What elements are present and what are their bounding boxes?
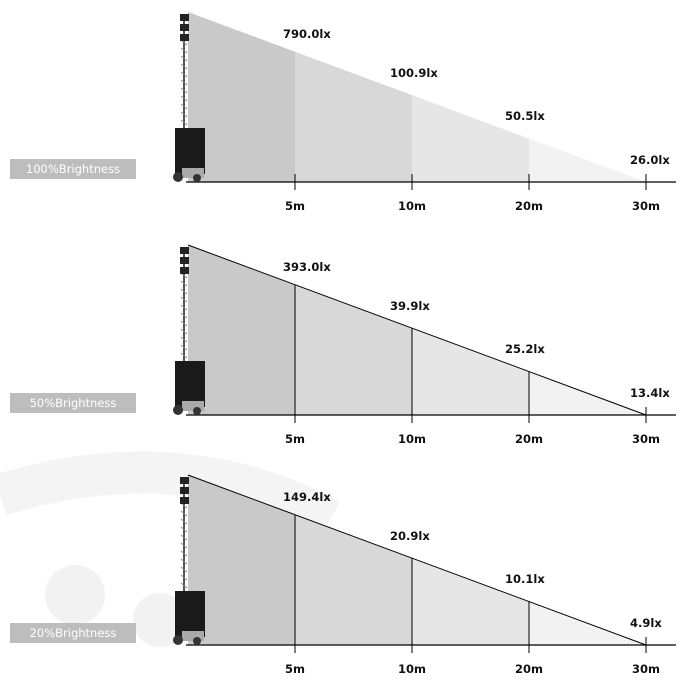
lux-value: 790.0lx bbox=[283, 27, 331, 41]
brightness-label: 20%Brightness bbox=[10, 623, 136, 643]
light-cone-edge bbox=[187, 244, 647, 416]
light-zone-1 bbox=[188, 245, 295, 415]
light-tower-icon bbox=[173, 247, 205, 415]
brightness-label: 100%Brightness bbox=[10, 159, 136, 179]
distance-label: 10m bbox=[398, 199, 426, 213]
distance-label: 10m bbox=[398, 432, 426, 446]
light-zone-3 bbox=[412, 558, 529, 645]
brightness-label: 50%Brightness bbox=[10, 393, 136, 413]
distance-label: 30m bbox=[632, 662, 660, 676]
panel-50: 393.0lx 39.9lx 25.2lx 13.4lx 5m 10m 20m 30m 50%B… bbox=[0, 233, 686, 458]
lux-value: 149.4lx bbox=[283, 490, 331, 504]
lux-value: 50.5lx bbox=[505, 109, 545, 123]
distance-label: 30m bbox=[632, 432, 660, 446]
light-tower-icon bbox=[173, 14, 205, 182]
panel-20: 149.4lx 20.9lx 10.1lx 4.9lx 5m 10m 20m 30m 20%Br… bbox=[0, 463, 686, 688]
distance-label: 20m bbox=[515, 432, 543, 446]
light-zone-3 bbox=[412, 328, 529, 415]
panel-100: 790.0lx 100.9lx 50.5lx 26.0lx 5m 10m 20m 30m 100… bbox=[0, 0, 686, 225]
light-zone-1 bbox=[188, 12, 295, 182]
light-tower-icon bbox=[173, 477, 205, 645]
lux-value: 10.1lx bbox=[505, 572, 545, 586]
distance-label: 5m bbox=[285, 662, 305, 676]
lux-value: 26.0lx bbox=[630, 153, 670, 167]
distance-label: 30m bbox=[632, 199, 660, 213]
lux-value: 393.0lx bbox=[283, 260, 331, 274]
distance-label: 20m bbox=[515, 199, 543, 213]
distance-label: 20m bbox=[515, 662, 543, 676]
distance-label: 10m bbox=[398, 662, 426, 676]
panel-20-svg: 149.4lx 20.9lx 10.1lx 4.9lx 5m 10m 20m 30m bbox=[173, 474, 676, 676]
light-zone-1 bbox=[188, 475, 295, 645]
distance-label: 5m bbox=[285, 432, 305, 446]
background-watermark bbox=[0, 451, 340, 647]
lux-value: 4.9lx bbox=[630, 616, 662, 630]
lux-value: 100.9lx bbox=[390, 66, 438, 80]
light-zone-4 bbox=[529, 138, 646, 182]
panel-50-svg: 393.0lx 39.9lx 25.2lx 13.4lx 5m 10m 20m 30m bbox=[173, 244, 676, 446]
lux-value: 39.9lx bbox=[390, 299, 430, 313]
light-cone-edge bbox=[187, 474, 647, 646]
lux-value: 20.9lx bbox=[390, 529, 430, 543]
panel-100-svg: 790.0lx 100.9lx 50.5lx 26.0lx 5m 10m 20m 30m bbox=[173, 12, 676, 213]
lux-value: 25.2lx bbox=[505, 342, 545, 356]
light-zone-2 bbox=[295, 51, 412, 182]
light-zone-3 bbox=[412, 95, 529, 182]
lux-value: 13.4lx bbox=[630, 386, 670, 400]
light-zone-4 bbox=[529, 601, 646, 645]
distance-label: 5m bbox=[285, 199, 305, 213]
